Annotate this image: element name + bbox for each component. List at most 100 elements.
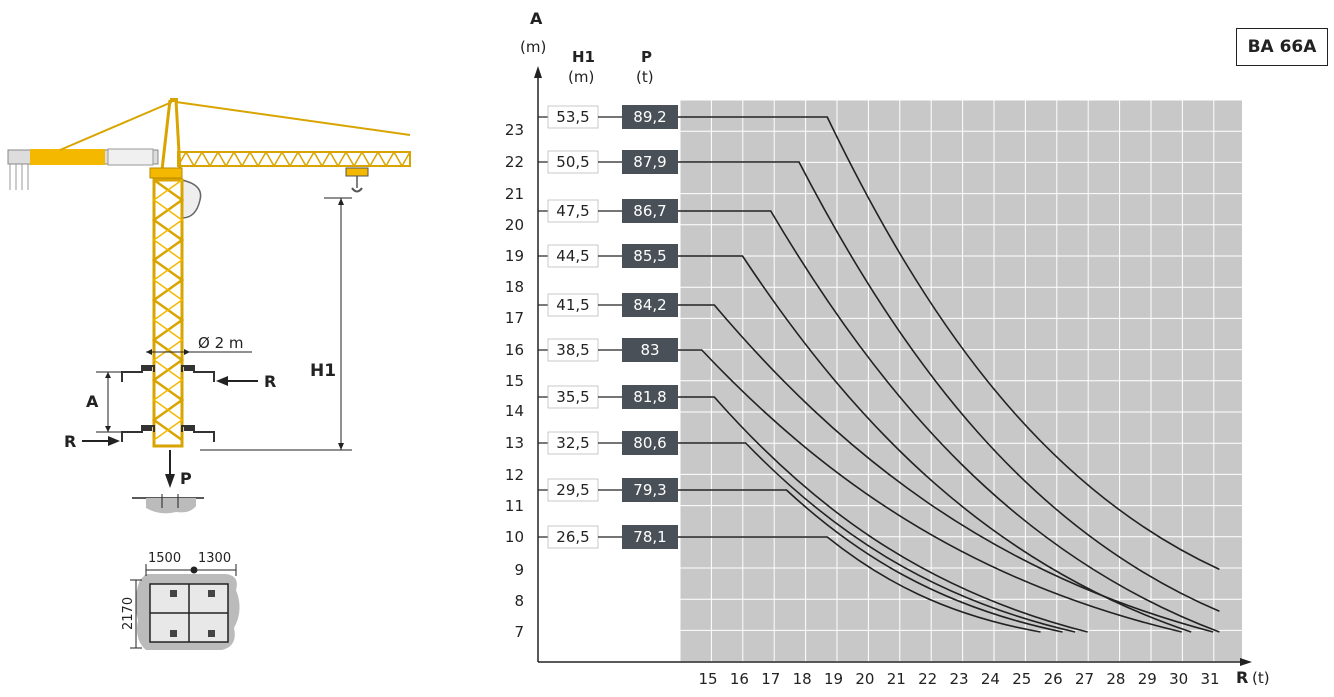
h1-column-header: H1 [572, 48, 595, 66]
x-tick-label: 17 [761, 670, 780, 688]
y-axis-ticks: 7 8 9 10 11 12 13 14 15 16 17 18 19 20 21 22 23 [505, 121, 524, 641]
y-tick-label: 8 [514, 592, 524, 610]
p-cell [622, 105, 678, 129]
load-curve [678, 396, 1088, 633]
load-chart: 7 8 9 10 11 12 13 14 15 16 17 18 19 20 21 22 23 15 16 17 18… [505, 66, 1252, 688]
h1-value: 32,5 [556, 434, 589, 452]
p-cell [622, 293, 678, 317]
series-row: 29,5 79,3 [538, 478, 1063, 633]
y-tick-label: 17 [505, 309, 524, 327]
y-tick-label: 22 [505, 153, 524, 171]
load-curve [678, 489, 1063, 633]
x-tick-label: 22 [918, 670, 937, 688]
h1-value: 38,5 [556, 341, 589, 359]
series-row: 50,5 87,9 [538, 150, 1220, 613]
p-cell [622, 199, 678, 223]
x-tick-label: 28 [1106, 670, 1125, 688]
x-tick-label: 21 [887, 670, 906, 688]
y-tick-label: 16 [505, 341, 524, 359]
x-axis-title: R [1236, 668, 1248, 687]
y-tick-label: 7 [514, 623, 524, 641]
load-curve [678, 161, 1220, 613]
p-cell [622, 338, 678, 362]
x-axis-ticks: 15 16 17 18 19 20 21 22 23 24 25 26 27 28 29 30 31 [698, 670, 1219, 688]
x-tick-label: 20 [855, 670, 874, 688]
series-row: 41,5 84,2 [538, 293, 1214, 633]
p-cell [622, 525, 678, 549]
x-tick-label: 30 [1169, 670, 1188, 688]
y-tick-label: 18 [505, 278, 524, 296]
series-rows: 53,5 89,2 50,5 87,9 47,5 86,7 44,5 85,5 41,5 84,2… [538, 105, 1220, 633]
y-tick-label: 20 [505, 216, 524, 234]
p-value: 78,1 [633, 528, 666, 546]
load-curve [678, 210, 1220, 633]
x-axis-arrow [1240, 658, 1252, 666]
p-cell [622, 244, 678, 268]
r-force-label-left: R [64, 432, 76, 451]
p-column-unit: (t) [636, 68, 654, 86]
r-force-label-right: R [264, 372, 276, 391]
y-tick-label: 10 [505, 528, 524, 546]
p-value: 86,7 [633, 202, 666, 220]
y-tick-label: 9 [514, 561, 524, 579]
load-curve [678, 442, 1076, 633]
y-tick-label: 13 [505, 434, 524, 452]
series-row: 35,5 81,8 [538, 385, 1088, 633]
p-load-label: P [180, 469, 192, 488]
series-row: 38,5 83 [538, 338, 1182, 633]
x-tick-label: 26 [1044, 670, 1063, 688]
series-row: 26,5 78,1 [538, 525, 1041, 633]
h1-value: 53,5 [556, 108, 589, 126]
h1-column-unit: (m) [568, 68, 594, 86]
x-tick-label: 24 [981, 670, 1000, 688]
h1-value: 50,5 [556, 153, 589, 171]
base-width-right: 1300 [198, 551, 231, 566]
y-tick-label: 11 [505, 497, 524, 515]
p-column-header: P [641, 48, 652, 66]
y-axis-unit: (m) [520, 38, 546, 56]
load-curve [678, 116, 1220, 571]
y-tick-label: 21 [505, 185, 524, 203]
p-value: 81,8 [633, 388, 666, 406]
p-cell [622, 150, 678, 174]
p-value: 84,2 [633, 296, 666, 314]
series-row: 53,5 89,2 [538, 105, 1220, 571]
y-tick-label: 19 [505, 247, 524, 265]
x-tick-label: 25 [1012, 670, 1031, 688]
a-dimension-label: A [86, 392, 99, 411]
h1-value: 41,5 [556, 296, 589, 314]
x-tick-label: 27 [1075, 670, 1094, 688]
base-height: 2170 [121, 597, 136, 630]
p-value: 83 [640, 341, 659, 359]
model-badge: BA 66A [1236, 28, 1328, 66]
y-tick-label: 23 [505, 121, 524, 139]
h1-value: 47,5 [556, 202, 589, 220]
h1-dimension-label: H1 [310, 361, 336, 381]
y-axis-title: A [530, 9, 543, 28]
y-tick-label: 15 [505, 372, 524, 390]
load-curve [678, 304, 1214, 633]
x-tick-label: 19 [824, 670, 843, 688]
x-tick-label: 18 [793, 670, 812, 688]
x-axis-unit: (t) [1252, 669, 1270, 687]
p-cell [622, 431, 678, 455]
crane-illustration [7, 98, 411, 650]
h1-value: 44,5 [556, 247, 589, 265]
p-value: 79,3 [633, 481, 666, 499]
h1-value: 35,5 [556, 388, 589, 406]
p-cell [622, 385, 678, 409]
load-curve [678, 536, 1041, 633]
y-tick-label: 12 [505, 466, 524, 484]
series-row: 47,5 86,7 [538, 199, 1220, 633]
h1-value: 26,5 [556, 528, 589, 546]
x-tick-label: 23 [949, 670, 968, 688]
p-value: 89,2 [633, 108, 666, 126]
p-value: 87,9 [633, 153, 666, 171]
p-value: 85,5 [633, 247, 666, 265]
x-tick-label: 16 [730, 670, 749, 688]
series-row: 32,5 80,6 [538, 431, 1076, 633]
p-cell [622, 478, 678, 502]
y-tick-label: 14 [505, 402, 524, 420]
base-width-left: 1500 [148, 551, 181, 566]
h1-value: 29,5 [556, 481, 589, 499]
